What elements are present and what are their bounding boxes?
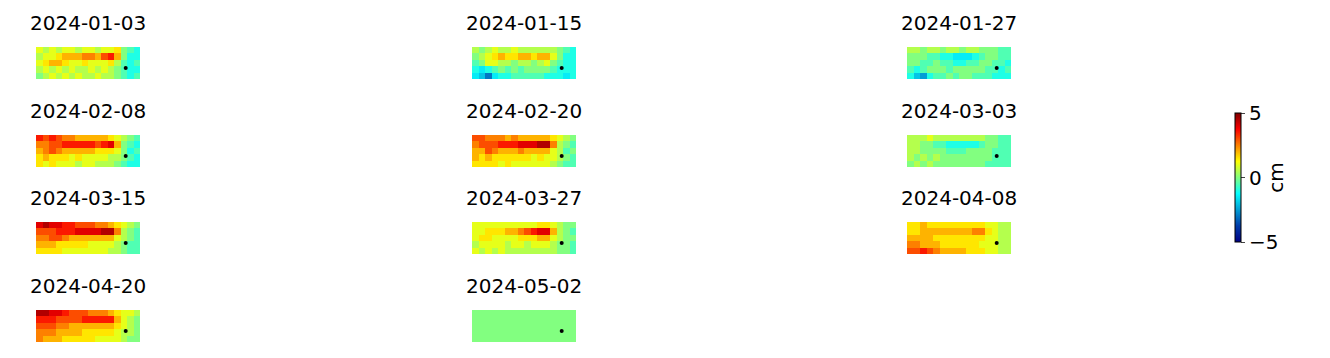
svg-text:2024-02-08: 2024-02-08 (30, 99, 146, 123)
svg-text:2024-04-20: 2024-04-20 (30, 274, 146, 298)
svg-text:2024-01-03: 2024-01-03 (30, 11, 146, 35)
svg-text:0: 0 (1249, 166, 1262, 190)
svg-text:2024-04-08: 2024-04-08 (901, 186, 1017, 210)
svg-text:−5: −5 (1249, 230, 1278, 254)
svg-text:2024-03-15: 2024-03-15 (30, 186, 146, 210)
svg-text:cm: cm (1264, 162, 1288, 192)
svg-text:2024-03-27: 2024-03-27 (466, 186, 582, 210)
svg-text:2024-03-03: 2024-03-03 (901, 99, 1017, 123)
svg-text:2024-05-02: 2024-05-02 (466, 274, 582, 298)
svg-text:5: 5 (1249, 101, 1262, 125)
svg-text:2024-02-20: 2024-02-20 (466, 99, 582, 123)
svg-text:2024-01-15: 2024-01-15 (466, 11, 582, 35)
svg-text:2024-01-27: 2024-01-27 (901, 11, 1017, 35)
